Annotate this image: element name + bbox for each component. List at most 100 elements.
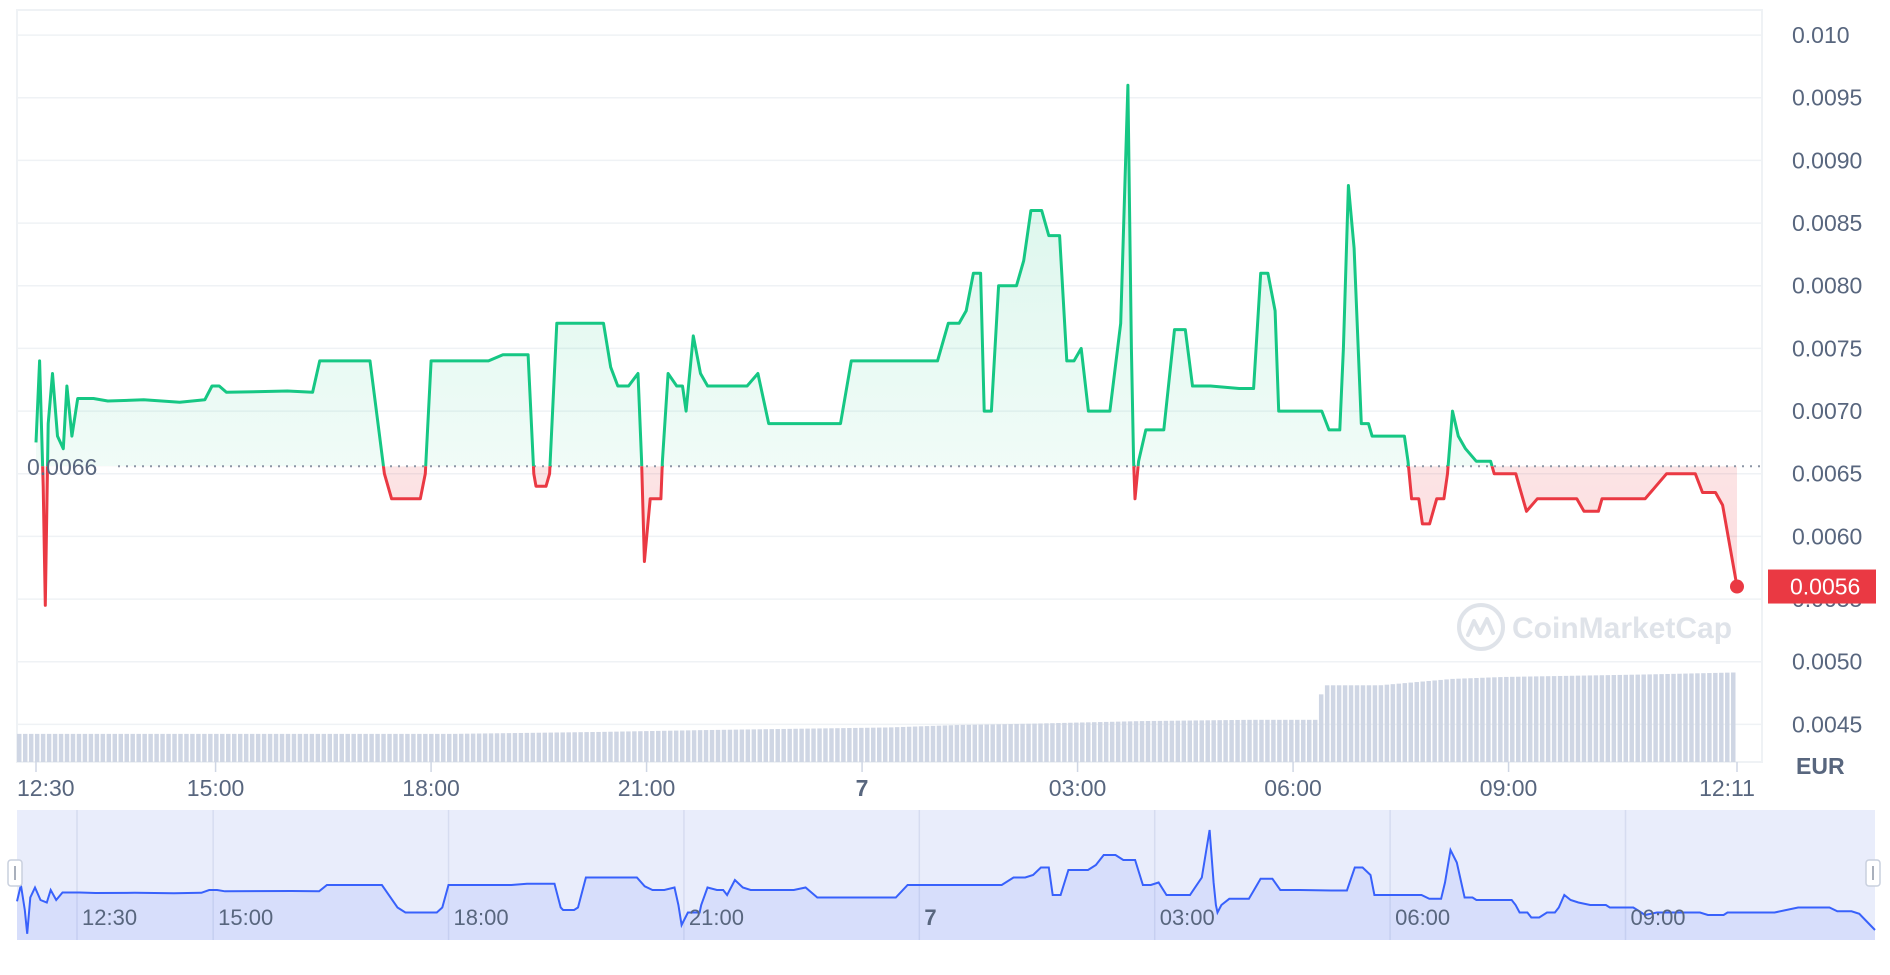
navigator-x-axis: 12:30 15:00 18:00 21:00 7 03:00 06:00 09:00 bbox=[82, 905, 1686, 930]
volume-bar bbox=[172, 733, 177, 762]
volume-bar bbox=[423, 733, 428, 762]
y-tick-label: 0.0095 bbox=[1792, 85, 1862, 111]
volume-bar bbox=[1050, 723, 1055, 762]
navigator-right-handle[interactable] bbox=[1865, 859, 1881, 887]
volume-bar bbox=[1629, 674, 1634, 762]
reference-price-label: 0.0066 bbox=[27, 454, 97, 480]
volume-bar bbox=[829, 728, 834, 762]
volume-bar bbox=[1468, 678, 1473, 762]
grid bbox=[17, 34, 1762, 726]
volume-bar bbox=[1665, 673, 1670, 762]
navigator-left-handle[interactable] bbox=[7, 859, 23, 887]
volume-bar bbox=[1241, 719, 1246, 762]
volume-bar bbox=[811, 728, 816, 762]
volume-bar bbox=[644, 731, 649, 762]
volume-bar bbox=[1575, 675, 1581, 762]
volume-bar bbox=[387, 733, 392, 762]
volume-bar bbox=[1396, 683, 1402, 762]
volume-bar bbox=[703, 730, 709, 762]
x-tick-label: 03:00 bbox=[1049, 775, 1107, 801]
volume-bar bbox=[1217, 720, 1222, 762]
volume-bar bbox=[1635, 674, 1640, 762]
navigator-x-tick-label: 18:00 bbox=[454, 905, 509, 930]
volume-bar bbox=[1193, 720, 1198, 762]
volume-bar bbox=[548, 732, 553, 762]
volume-bar bbox=[381, 733, 386, 762]
volume-bar bbox=[1605, 675, 1611, 762]
volume-bar bbox=[458, 733, 464, 762]
volume-bar bbox=[500, 733, 506, 762]
volume-bar bbox=[1330, 685, 1336, 762]
volume-bar bbox=[1623, 674, 1628, 762]
volume-bar bbox=[978, 724, 983, 762]
volume-bar bbox=[1151, 720, 1157, 762]
volume-bar bbox=[912, 726, 918, 762]
volume-bar bbox=[572, 732, 577, 762]
y-tick-label: 0.0070 bbox=[1792, 398, 1862, 424]
volume-bar bbox=[1169, 720, 1175, 762]
volume-bar bbox=[1677, 673, 1682, 762]
volume-bar bbox=[566, 732, 571, 762]
volume-bar bbox=[1097, 722, 1103, 762]
volume-bar bbox=[166, 733, 171, 762]
volume-bar bbox=[130, 733, 135, 762]
volume-bar bbox=[243, 733, 249, 762]
volume-bar bbox=[1301, 719, 1306, 762]
volume-bar bbox=[17, 733, 22, 762]
volume-bar bbox=[1056, 723, 1061, 762]
volume-bar bbox=[1253, 719, 1258, 762]
y-tick-label: 0.0075 bbox=[1792, 335, 1862, 361]
volume-bar bbox=[936, 725, 942, 762]
volume-bar bbox=[429, 733, 434, 762]
volume-bar bbox=[1719, 672, 1724, 762]
volume-bar bbox=[614, 731, 619, 762]
volume-bar bbox=[512, 733, 518, 762]
volume-bar bbox=[190, 733, 195, 762]
volume-bar bbox=[715, 729, 721, 762]
volume-bar bbox=[1080, 722, 1085, 762]
volume-bar bbox=[345, 733, 350, 762]
volume-bar bbox=[1378, 685, 1384, 762]
volume-bar bbox=[918, 726, 924, 762]
volume-bar bbox=[327, 733, 333, 762]
x-tick-label: 15:00 bbox=[187, 775, 245, 801]
volume-bar bbox=[1492, 677, 1497, 762]
volume-bar bbox=[847, 728, 852, 762]
volume-bar bbox=[984, 724, 989, 762]
volume-bar bbox=[417, 733, 422, 762]
volume-bar bbox=[1731, 672, 1736, 762]
volume-bar bbox=[536, 732, 542, 762]
volume-bar bbox=[942, 725, 948, 762]
volume-bar bbox=[656, 730, 661, 762]
volume-bar bbox=[1223, 720, 1228, 762]
volume-bar bbox=[673, 730, 679, 762]
volume-bar bbox=[142, 733, 147, 762]
volume-bar bbox=[972, 724, 978, 762]
volume-bar bbox=[662, 730, 667, 762]
x-tick-label: 06:00 bbox=[1264, 775, 1322, 801]
volume-bar bbox=[524, 732, 530, 762]
volume-bar bbox=[184, 733, 189, 762]
volume-bar bbox=[1510, 676, 1515, 762]
volume-bar bbox=[435, 733, 440, 762]
volume-bar bbox=[1462, 678, 1467, 762]
volume-bar bbox=[452, 733, 458, 762]
volume-bar bbox=[1516, 676, 1521, 762]
volume-bar bbox=[996, 724, 1001, 762]
volume-bar bbox=[1486, 677, 1491, 762]
volume-bar bbox=[333, 733, 338, 762]
volume-bar bbox=[1229, 720, 1234, 762]
volume-bar bbox=[339, 733, 344, 762]
volume-bar bbox=[1408, 682, 1413, 762]
volume-bar bbox=[488, 733, 494, 762]
volume-bar bbox=[859, 727, 864, 762]
volume-bar bbox=[727, 729, 733, 762]
volume-bar bbox=[1235, 719, 1240, 762]
volume-bar bbox=[1713, 672, 1718, 762]
volume-bar bbox=[393, 733, 398, 762]
y-tick-label: 0.0060 bbox=[1792, 523, 1862, 549]
volume-bar bbox=[1032, 723, 1037, 762]
watermark-text: CoinMarketCap bbox=[1512, 612, 1732, 645]
volume-bar bbox=[1271, 719, 1276, 762]
volume-bar bbox=[506, 733, 512, 762]
